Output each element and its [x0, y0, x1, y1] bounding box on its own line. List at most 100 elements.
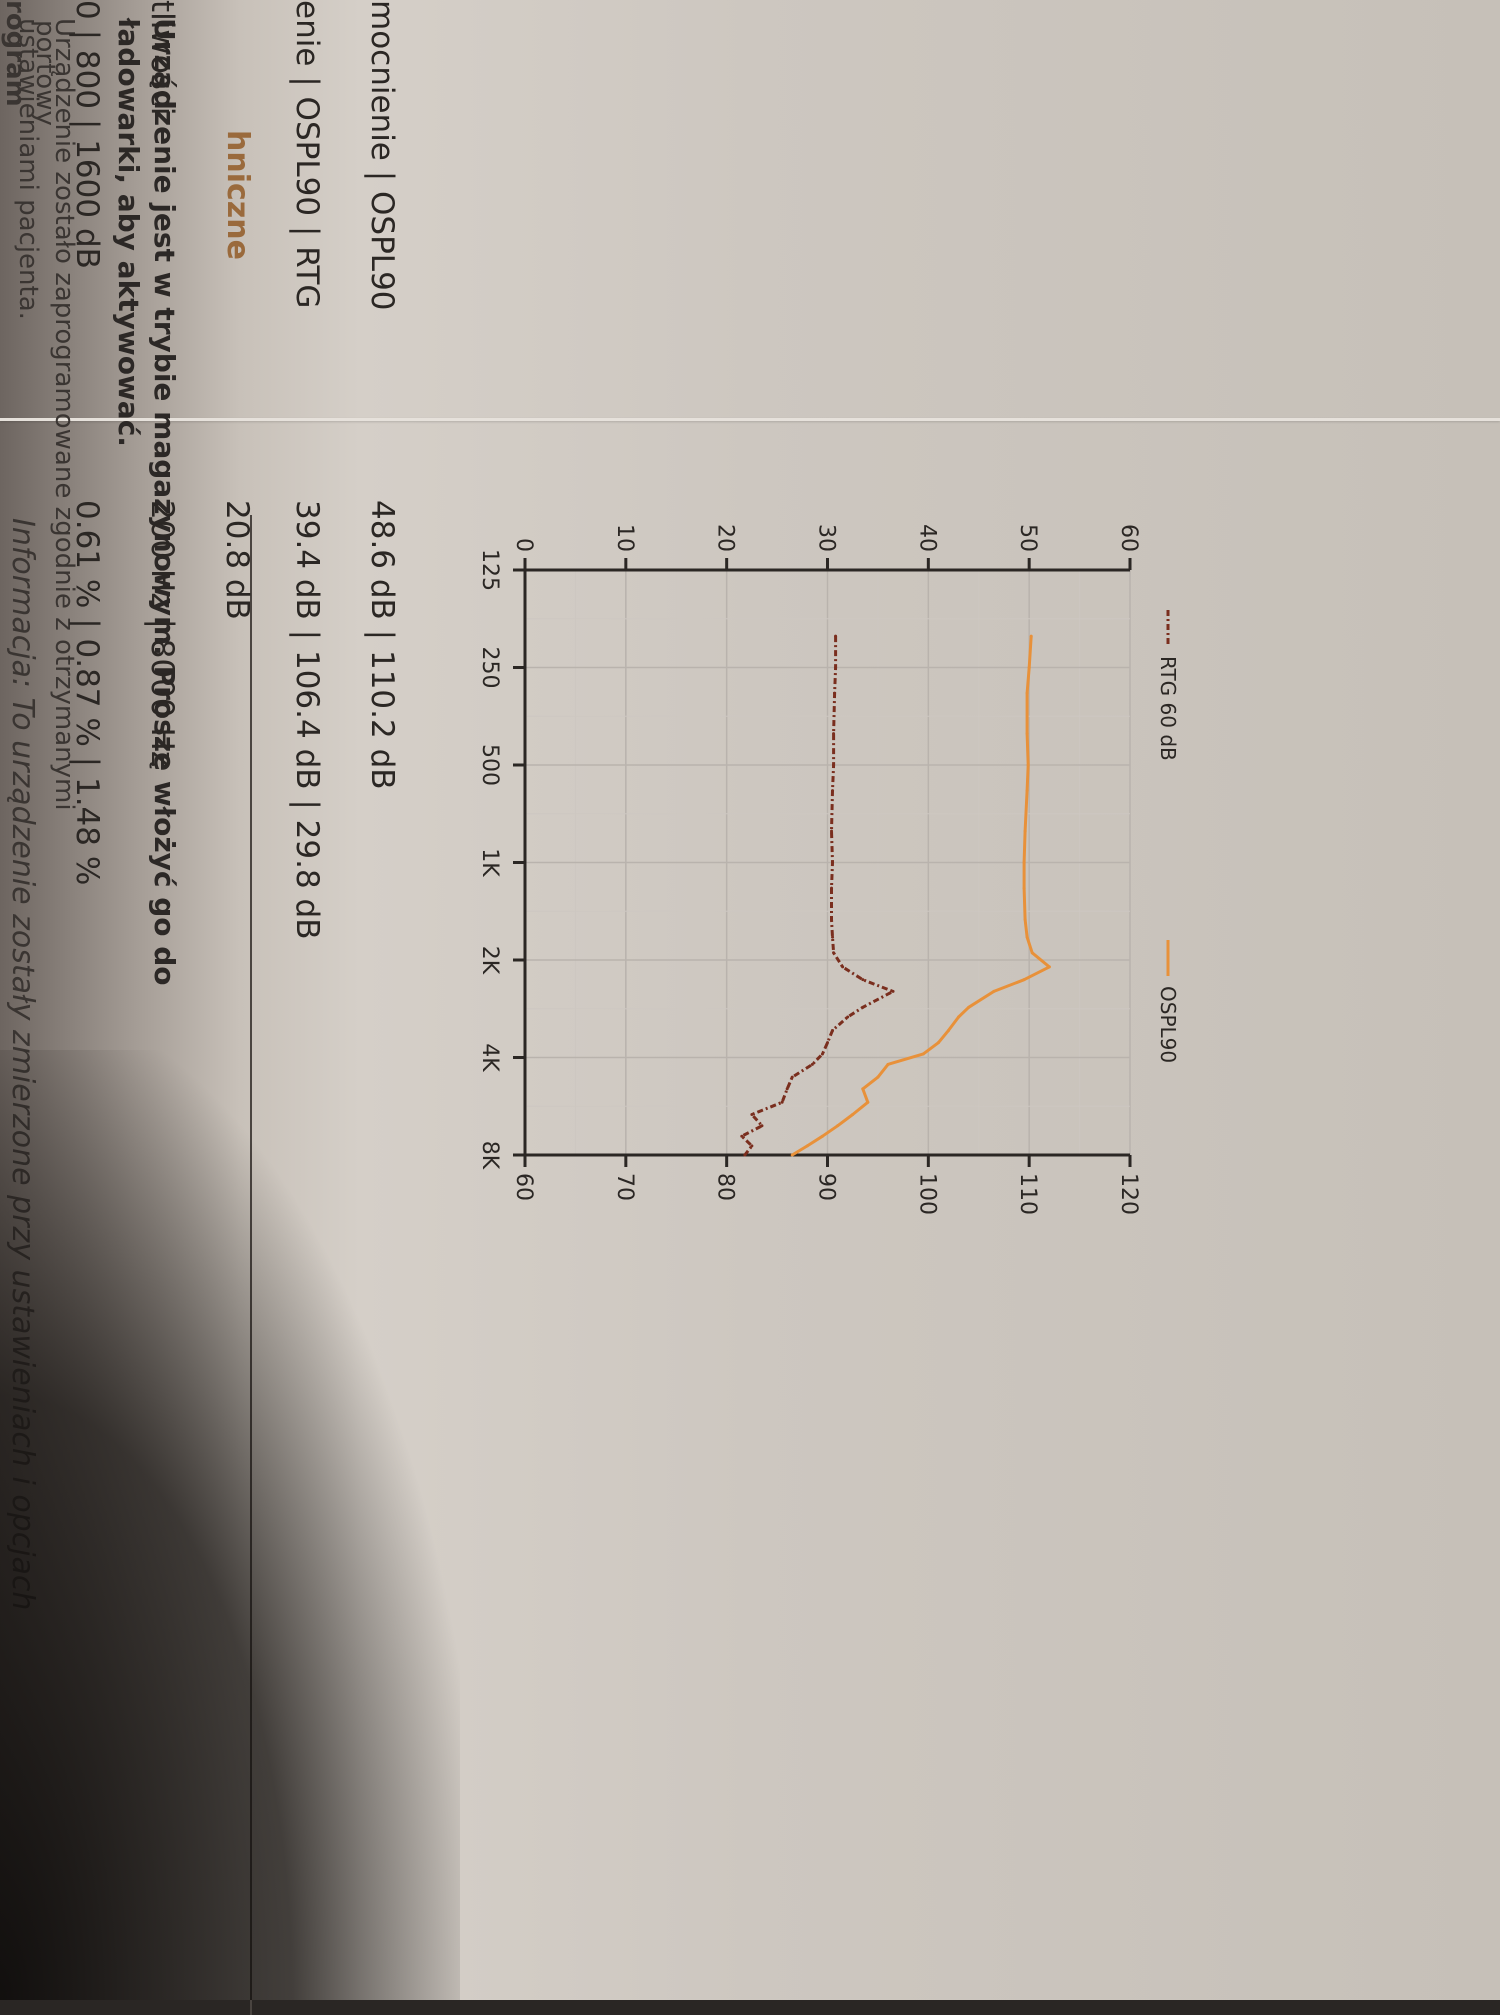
data-point — [834, 666, 838, 669]
data-point — [1027, 666, 1031, 669]
data-point — [820, 1134, 824, 1138]
data-point — [740, 1134, 744, 1138]
data-point — [833, 691, 837, 695]
right-axis-tick-label: 80 — [713, 1173, 738, 1201]
data-point — [1023, 829, 1027, 833]
x-axis-tick-label: 250 — [477, 647, 502, 689]
x-axis-tick-label: 2K — [477, 946, 502, 975]
data-point — [832, 732, 836, 736]
x-axis-tick-label: 1K — [477, 848, 502, 877]
chart-axes: 0 10 20 30 40 50 60 60 70 80 90 100 110 120 125 250 500 1… — [477, 524, 1141, 1215]
right-axis-tick-label: 70 — [612, 1173, 637, 1201]
x-axis-tick-label: 500 — [477, 744, 502, 786]
data-point — [947, 1028, 950, 1032]
right-axis-tick-label: 90 — [814, 1173, 839, 1201]
data-point — [1030, 951, 1034, 955]
data-point — [790, 1153, 794, 1157]
data-point — [921, 1052, 925, 1056]
data-point — [1022, 861, 1026, 864]
data-point — [866, 1100, 870, 1104]
left-axis-tick-label: 60 — [1116, 524, 1141, 552]
param-label-4: 0 | 800 | 1600 dB — [69, 0, 105, 269]
data-point — [861, 1005, 865, 1009]
data-point — [820, 1052, 824, 1056]
x-axis-tick-label: 4K — [477, 1043, 502, 1072]
warning-line-2: ładowarki, aby aktywować. — [112, 18, 145, 447]
data-point — [957, 1015, 961, 1019]
data-point — [1047, 965, 1051, 969]
left-axis-tick-label: 20 — [713, 524, 738, 552]
data-point — [780, 1100, 784, 1104]
left-axis-tick-label: 10 — [612, 524, 637, 552]
data-point — [805, 1144, 809, 1148]
x-axis-tick-label: 125 — [477, 549, 502, 591]
left-axis-tick-label: 0 — [511, 538, 536, 552]
frequency-response-chart: 0 10 20 30 40 50 60 60 70 80 90 100 110 120 125 250 500 1… — [477, 524, 1180, 1215]
param-value-1: 39.4 dB | 106.4 dB | 29.8 dB — [289, 500, 325, 940]
data-point — [834, 634, 838, 638]
data-point — [831, 861, 835, 864]
param-value-3: 200 Hz | 8000 Hz — [144, 500, 180, 768]
info-prefix: Informacja: — [5, 518, 40, 689]
chart-grid — [524, 569, 1131, 1156]
data-point — [830, 886, 834, 890]
param-label-1: enie | OSPL90 | RTG — [289, 0, 325, 309]
data-point — [760, 1124, 764, 1128]
data-point — [790, 1075, 794, 1079]
param-value-2: 20.8 dB — [219, 500, 255, 620]
data-point — [830, 918, 834, 922]
paper-fold — [0, 418, 1500, 421]
right-axis-tick-label: 100 — [914, 1173, 939, 1215]
data-point — [750, 1113, 754, 1117]
data-point — [785, 1087, 789, 1091]
param-value-4: 0.61 % | 0.87 % | 1.48 % — [69, 500, 105, 886]
data-point — [876, 1075, 880, 1079]
data-point — [826, 1041, 829, 1045]
data-point — [851, 1113, 855, 1117]
data-point — [846, 1015, 850, 1019]
left-axis-tick-label: 40 — [914, 524, 939, 552]
data-point — [832, 951, 836, 955]
data-point — [967, 1005, 971, 1009]
data-point — [831, 1028, 835, 1032]
data-point — [861, 1087, 865, 1091]
left-axis-tick-label: 50 — [1015, 524, 1040, 552]
legend-label-1: OSPL90 — [1156, 986, 1180, 1063]
data-point — [841, 965, 845, 969]
data-point — [992, 989, 996, 993]
param-value-0: 48.6 dB | 110.2 dB — [364, 500, 400, 790]
data-point — [1025, 789, 1029, 793]
left-axis-tick-label: 30 — [814, 524, 839, 552]
data-point — [750, 1144, 754, 1148]
section-title: hniczne — [220, 130, 255, 260]
data-point — [743, 1153, 747, 1157]
chart-series — [740, 634, 1051, 1157]
data-point — [1023, 918, 1027, 922]
data-point — [810, 1062, 814, 1066]
data-point — [886, 1062, 890, 1066]
data-point — [861, 978, 865, 982]
data-point — [891, 989, 895, 993]
data-point — [830, 829, 834, 833]
right-axis-tick-label: 110 — [1015, 1173, 1040, 1215]
data-point — [831, 789, 835, 793]
data-point — [836, 1124, 840, 1128]
data-point — [831, 935, 835, 939]
data-point — [1022, 978, 1026, 982]
data-point — [1026, 763, 1030, 767]
data-point — [1022, 886, 1026, 890]
data-point — [936, 1041, 940, 1045]
right-axis-tick-label: 60 — [511, 1173, 536, 1201]
series-line-1 — [791, 636, 1051, 1157]
chart-legend: RTG 60 dB OSPL90 — [1156, 610, 1180, 1063]
data-point — [832, 763, 836, 767]
legend-label-0: RTG 60 dB — [1156, 656, 1180, 761]
param-label-3: tliwości — [144, 0, 180, 116]
data-point — [1025, 732, 1029, 736]
series-line-0 — [740, 636, 895, 1156]
right-axis-tick-label: 120 — [1116, 1173, 1141, 1215]
data-point — [1029, 634, 1033, 638]
hand-shadow — [0, 1050, 460, 2000]
data-point — [1025, 691, 1029, 695]
